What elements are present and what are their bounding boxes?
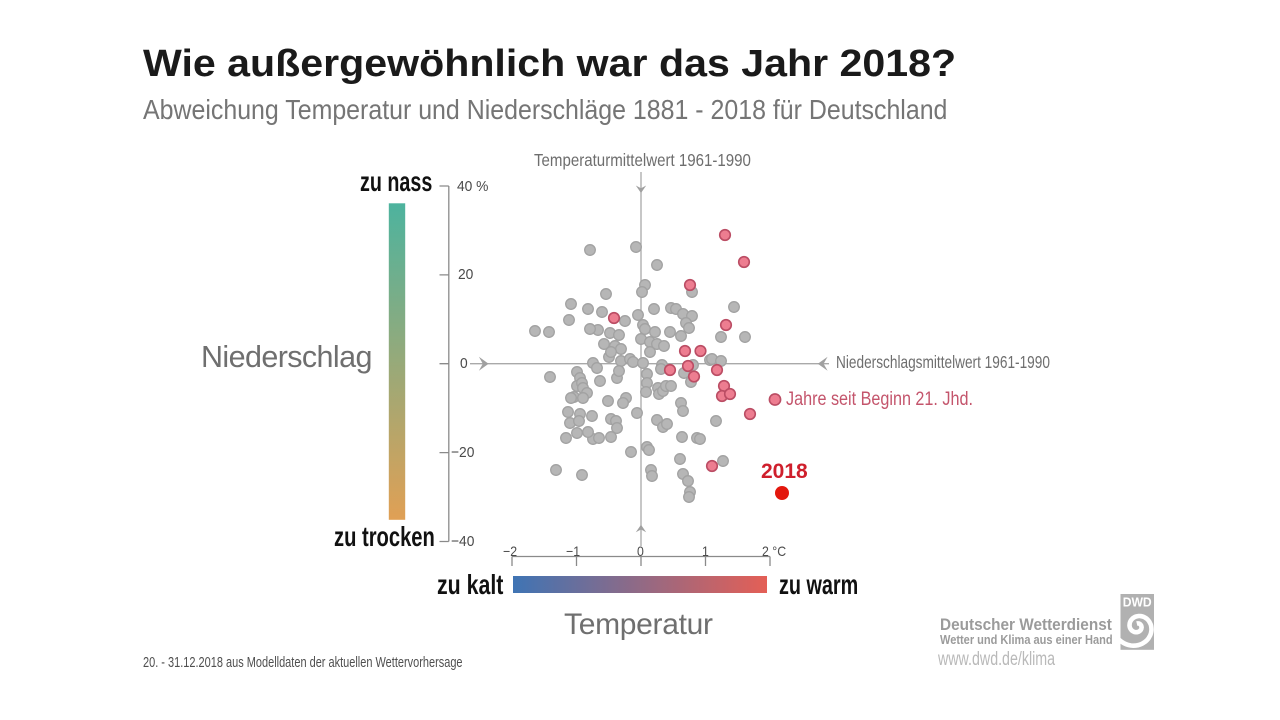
svg-text:DWD: DWD <box>1123 595 1152 610</box>
